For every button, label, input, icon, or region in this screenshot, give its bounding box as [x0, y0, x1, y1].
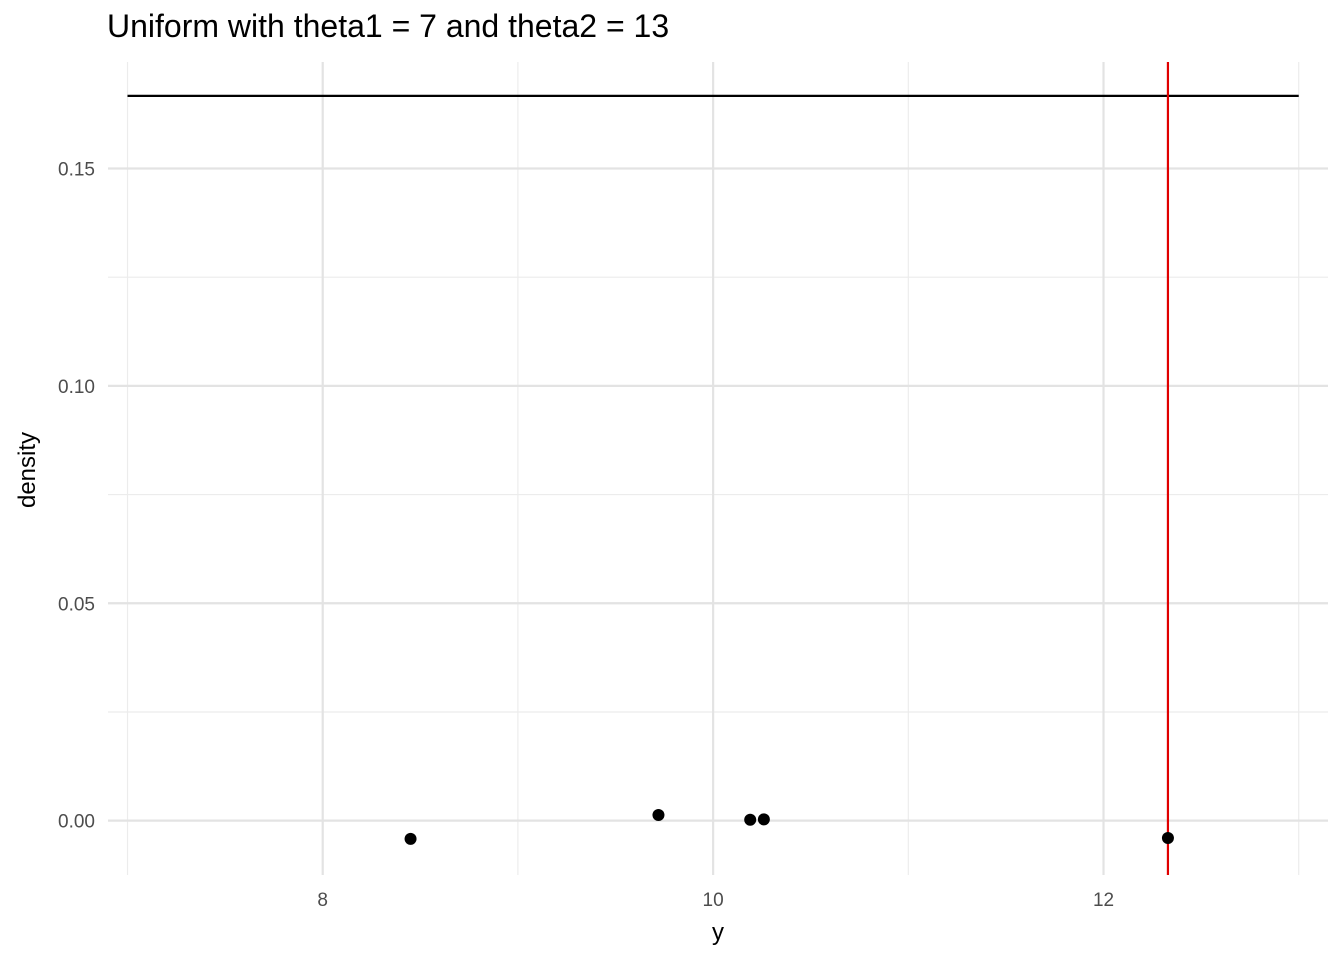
y-tick-label: 0.00 — [58, 812, 95, 833]
y-tick-label: 0.10 — [58, 377, 95, 398]
data-point — [1161, 832, 1174, 845]
tick-labels: 8 10 12 0.00 0.05 0.10 0.15 — [58, 160, 1114, 911]
data-point — [404, 832, 417, 845]
x-tick-label: 12 — [1093, 890, 1114, 911]
x-axis-title: y — [712, 919, 724, 946]
x-tick-label: 8 — [317, 890, 328, 911]
y-axis-title: density — [14, 432, 41, 508]
data-layer — [127, 62, 1299, 875]
data-point — [744, 813, 757, 826]
minor-gridlines — [108, 62, 1328, 875]
y-tick-label: 0.05 — [58, 594, 95, 615]
major-gridlines — [108, 62, 1328, 875]
x-tick-label: 10 — [703, 890, 724, 911]
chart-title: Uniform with theta1 = 7 and theta2 = 13 — [107, 8, 670, 44]
data-point — [757, 813, 770, 826]
data-point — [652, 809, 665, 822]
y-tick-label: 0.15 — [58, 160, 95, 181]
